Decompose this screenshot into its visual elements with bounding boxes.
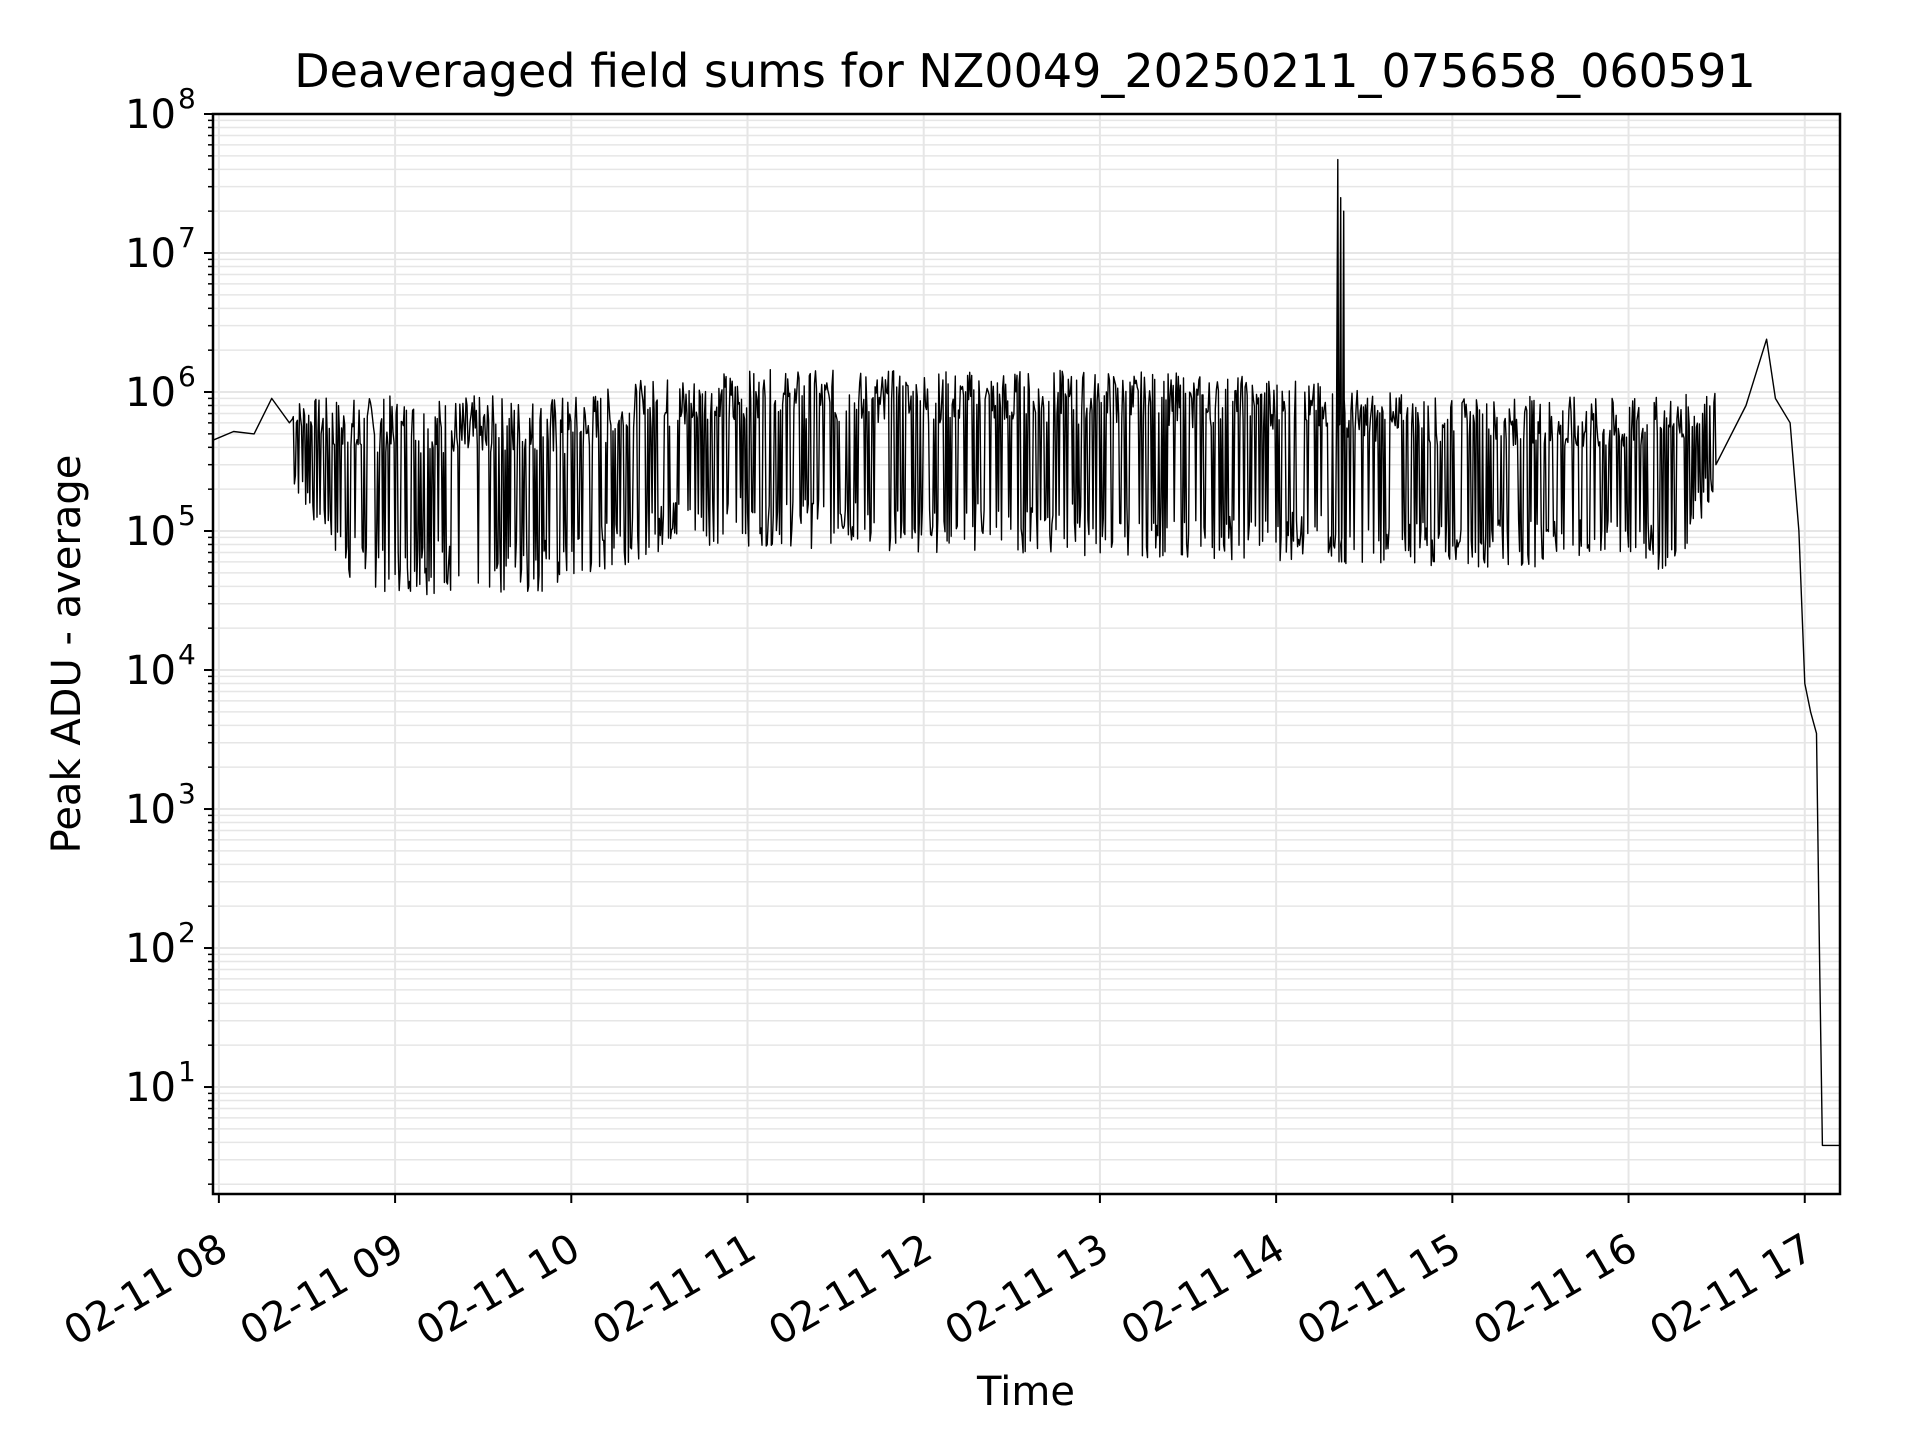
series-layer [212,158,1840,1147]
y-axis-label: Peak ADU - average [44,455,90,854]
y-tick-label: 10 [125,370,176,416]
y-tick-label: 10 [125,509,176,555]
y-tick-label: 10 [125,787,176,833]
series-line [212,158,1840,1147]
y-tick-exponent: 3 [178,777,196,810]
y-tick-label: 10 [125,926,176,972]
y-tick-label: 10 [125,231,176,277]
y-tick-exponent: 2 [178,916,196,949]
y-tick-label: 10 [125,648,176,694]
y-tick-label: 10 [125,92,176,138]
x-axis-label: Time [976,1369,1075,1415]
y-tick-exponent: 5 [178,499,196,532]
y-tick-exponent: 6 [178,360,196,393]
y-tick-exponent: 8 [178,82,196,115]
plot-frame [211,112,1842,1196]
y-tick-label: 10 [125,1065,176,1111]
y-tick-exponent: 7 [178,221,196,254]
y-tick-exponent: 4 [178,638,196,671]
y-tick-exponent: 1 [178,1055,196,1088]
chart-title: Deaveraged field sums for NZ0049_2025021… [294,44,1755,98]
